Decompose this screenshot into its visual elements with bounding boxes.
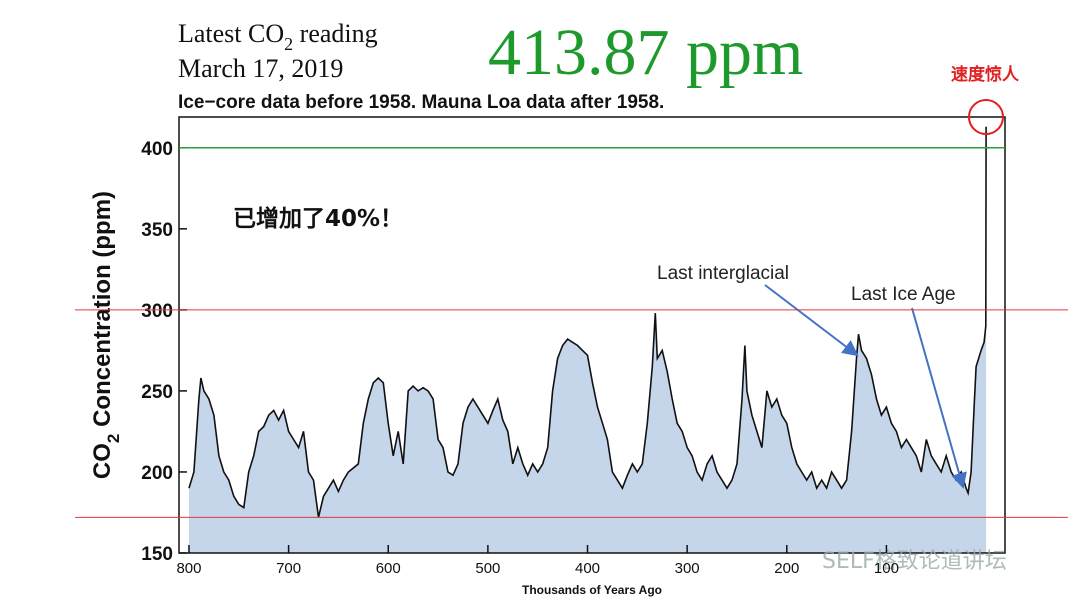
- y-tick-label: 400: [141, 139, 173, 160]
- plot: [188, 126, 987, 553]
- x-axis-label: Thousands of Years Ago: [522, 583, 662, 597]
- y-axis-label: CO2 Concentration (ppm): [89, 191, 123, 479]
- x-tick-label: 300: [675, 560, 700, 577]
- y-label-part: Concentration (ppm): [89, 191, 116, 434]
- annotation: 速度惊人: [951, 64, 1020, 85]
- date: March 17, 2019: [178, 54, 343, 83]
- y-tick-label: 250: [141, 382, 173, 403]
- y-tick-label: 300: [141, 301, 173, 322]
- arrow: [764, 284, 859, 357]
- arrow: [911, 307, 967, 489]
- x-tick-label: 600: [376, 560, 401, 577]
- annotation: Last Ice Age: [851, 284, 956, 305]
- y-label-sub: 2: [104, 434, 123, 443]
- watermark: SELF格致论道讲坛: [822, 549, 1007, 574]
- latest-reading: 413.87 ppm: [488, 16, 803, 89]
- x-tick-label: 200: [774, 560, 799, 577]
- title-part: Latest CO: [178, 19, 284, 48]
- y-tick-label: 350: [141, 220, 173, 241]
- title: Latest CO2 reading: [178, 19, 378, 54]
- title-sub: 2: [284, 34, 293, 54]
- x-tick-label: 700: [276, 560, 301, 577]
- line: [188, 126, 987, 518]
- y-tick-label: 200: [141, 463, 173, 484]
- x-tick-label: 500: [475, 560, 500, 577]
- y-tick-label: 150: [141, 544, 173, 565]
- y-label-part: CO: [89, 443, 116, 479]
- annotation: 已增加了40%！: [233, 205, 403, 232]
- area: [189, 126, 987, 553]
- plot-frame: [178, 116, 1006, 554]
- x-tick-label: 800: [176, 560, 201, 577]
- x-tick-label: 100: [874, 560, 899, 577]
- highlight-circle: [968, 99, 1004, 135]
- annotation: Last interglacial: [657, 263, 789, 284]
- title-part: reading: [293, 19, 377, 48]
- x-tick-label: 400: [575, 560, 600, 577]
- subtitle: Ice−core data before 1958. Mauna Loa dat…: [178, 92, 664, 113]
